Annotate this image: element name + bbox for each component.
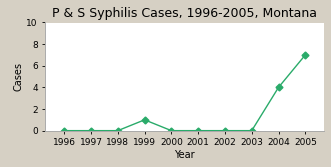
X-axis label: Year: Year (174, 150, 195, 160)
Title: P & S Syphilis Cases, 1996-2005, Montana: P & S Syphilis Cases, 1996-2005, Montana (52, 7, 317, 20)
Y-axis label: Cases: Cases (14, 62, 24, 91)
